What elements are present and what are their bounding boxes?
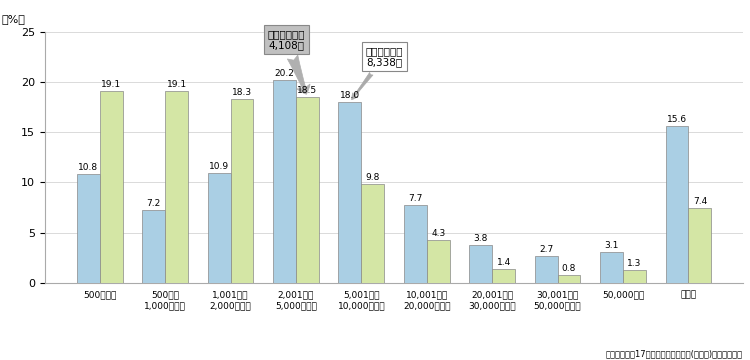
Text: 7.4: 7.4 xyxy=(693,197,707,206)
Bar xyxy=(76,174,100,283)
Bar xyxy=(557,275,580,283)
Text: パソコン平均
8,338円: パソコン平均 8,338円 xyxy=(352,46,403,100)
Text: 0.8: 0.8 xyxy=(562,264,576,273)
Bar xyxy=(427,240,450,283)
Bar xyxy=(273,80,296,283)
Text: 19.1: 19.1 xyxy=(101,80,122,89)
Text: 1.3: 1.3 xyxy=(627,259,642,268)
Bar xyxy=(230,99,254,283)
Text: 10.9: 10.9 xyxy=(209,162,229,171)
Text: 3.1: 3.1 xyxy=(604,240,619,249)
Bar xyxy=(362,184,384,283)
Bar xyxy=(338,102,362,283)
Text: 携帯電話平均
4,108円: 携帯電話平均 4,108円 xyxy=(267,29,310,94)
Bar xyxy=(535,256,557,283)
Bar xyxy=(142,211,165,283)
Text: 18.5: 18.5 xyxy=(297,86,317,95)
Text: 2.7: 2.7 xyxy=(539,245,554,254)
Text: 10.8: 10.8 xyxy=(78,163,98,172)
Bar xyxy=(665,126,688,283)
Text: 18.3: 18.3 xyxy=(232,88,252,97)
Text: 19.1: 19.1 xyxy=(166,80,187,89)
Bar xyxy=(492,269,515,283)
Bar xyxy=(688,208,711,283)
Bar xyxy=(165,91,188,283)
Bar xyxy=(404,206,427,283)
Text: 3.8: 3.8 xyxy=(473,234,488,243)
Text: 7.7: 7.7 xyxy=(408,194,422,203)
Y-axis label: （%）: （%） xyxy=(2,14,26,24)
Text: 7.2: 7.2 xyxy=(146,199,160,208)
Bar xyxy=(296,97,319,283)
Bar xyxy=(208,173,230,283)
Text: 9.8: 9.8 xyxy=(365,173,380,182)
Text: 15.6: 15.6 xyxy=(667,115,687,124)
Bar xyxy=(600,252,623,283)
Text: 4.3: 4.3 xyxy=(431,229,445,238)
Text: 20.2: 20.2 xyxy=(274,69,295,78)
Text: 総務省「平成17年通信利用動向調査(世帯編)」により作成: 総務省「平成17年通信利用動向調査(世帯編)」により作成 xyxy=(605,349,742,358)
Bar xyxy=(100,91,122,283)
Bar xyxy=(470,245,492,283)
Bar xyxy=(623,270,646,283)
Text: 18.0: 18.0 xyxy=(340,91,360,100)
Text: 1.4: 1.4 xyxy=(496,258,511,267)
